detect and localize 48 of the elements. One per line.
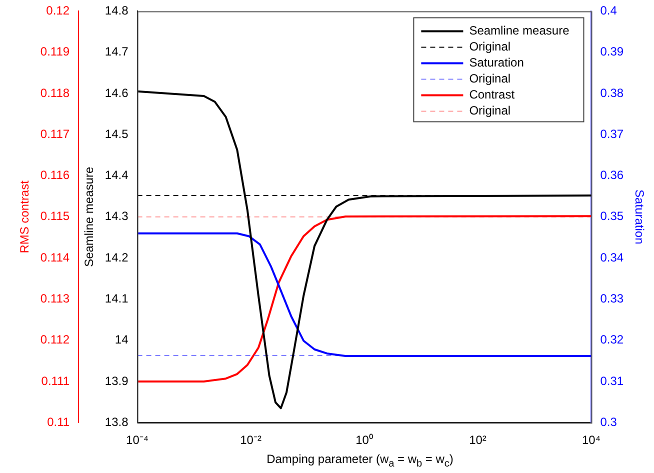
x-axis-title: Damping parameter (w$_{a}$ = w$_{b}$ = w$_{c}$) [266,452,454,470]
y2-tick-label: 0.39 [600,44,624,59]
y3-tick-label: 0.111 [41,374,70,388]
y3-tick-label: 0.114 [40,250,70,264]
y-tick-label: 13.8 [104,414,129,429]
y2-tick-label: 0.36 [600,168,624,182]
x-tick-label: 10⁻² [240,433,262,448]
y2-tick-label: 0.32 [600,332,624,347]
y-tick-label: 14.7 [104,44,129,59]
y-tick-label: 14.8 [104,4,129,18]
y3-tick-label: 0.12 [46,4,70,18]
y3-tick-label: 0.11 [47,414,70,429]
y3-tick-label: 0.115 [40,209,70,224]
legend-label: Contrast [469,88,516,102]
legend-label: Original [469,40,511,54]
y3-tick-label: 0.117 [40,126,70,141]
y2-tick-label: 0.35 [600,209,624,224]
y-tick-label: 14.5 [104,126,129,141]
y2-tick-label: 0.4 [600,4,618,18]
y3-tick-label: 0.113 [40,291,70,306]
x-tick-label: 10² [469,433,486,448]
y2-tick-label: 0.34 [600,250,624,264]
y3-axis-title: RMS contrast [18,180,32,254]
y2-axis-title: Saturation [632,190,646,244]
legend-label: Original [469,72,511,86]
y2-tick-label: 0.3 [600,414,618,429]
y-tick-label: 13.9 [104,374,129,388]
y-tick-label: 14.4 [104,168,129,182]
legend-label: Original [469,104,511,118]
y2-tick-label: 0.31 [600,374,624,388]
y3-tick-label: 0.116 [40,168,70,182]
x-tick-label: 10⁴ [582,433,600,448]
legend-label: Saturation [469,56,524,70]
legend-label: Seamline measure [469,24,570,38]
y-tick-label: 14.1 [104,291,129,306]
y-tick-label: 14 [114,332,129,347]
y3-tick-label: 0.118 [40,86,70,100]
y3-tick-label: 0.112 [40,332,70,347]
y-tick-label: 14.6 [104,86,129,100]
y2-tick-label: 0.37 [600,126,624,141]
x-tick-label: 10⁰ [356,433,373,448]
y-axis-title: Seamline measure [82,166,96,267]
y-tick-label: 14.2 [104,250,129,264]
x-tick-label: 10⁻⁴ [126,433,149,448]
y3-tick-label: 0.119 [40,44,70,59]
y2-tick-label: 0.38 [600,86,624,100]
y-tick-label: 14.3 [104,209,129,224]
y2-tick-label: 0.33 [600,291,624,306]
